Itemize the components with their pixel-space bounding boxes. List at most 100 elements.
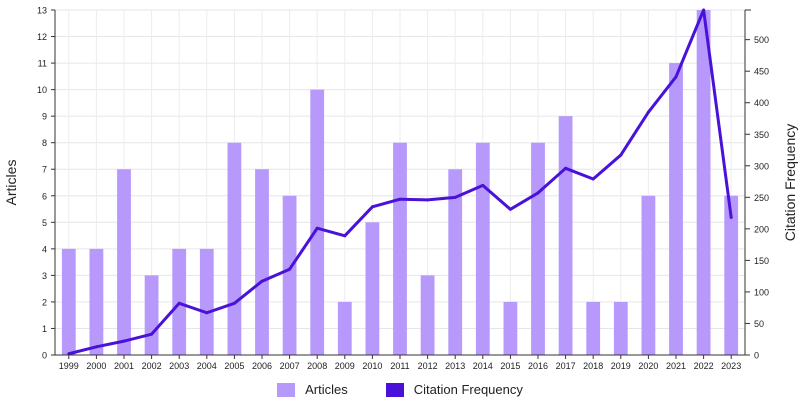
- point-citation-2020: [646, 110, 650, 114]
- point-citation-2016: [536, 191, 540, 195]
- x-tick-label: 2009: [335, 361, 355, 371]
- bar-articles-2019: [613, 301, 628, 355]
- y-tick-label: 9: [42, 112, 47, 122]
- x-tick-label: 2005: [224, 361, 244, 371]
- point-citation-2003: [177, 301, 181, 305]
- y2-tick-label: 450: [754, 67, 769, 77]
- x-tick-label: 2007: [280, 361, 300, 371]
- x-tick-label: 2019: [611, 361, 631, 371]
- y2-tick-label: 500: [754, 35, 769, 45]
- legend-label-articles: Articles: [305, 382, 348, 397]
- point-citation-2004: [205, 311, 209, 315]
- y-tick-label: 12: [37, 32, 47, 42]
- y-tick-label: 10: [37, 85, 47, 95]
- point-citation-2012: [426, 198, 430, 202]
- x-tick-label: 2002: [142, 361, 162, 371]
- y-axis-title: Articles: [3, 160, 19, 206]
- legend-swatch-articles: [277, 382, 296, 397]
- point-citation-2010: [370, 205, 374, 209]
- bar-articles-2014: [475, 142, 490, 355]
- x-tick-label: 2008: [307, 361, 327, 371]
- bar-articles-2002: [144, 275, 159, 355]
- bar-articles-2016: [531, 142, 545, 355]
- bar-articles-2005: [227, 142, 242, 355]
- point-citation-2018: [591, 177, 595, 181]
- chart-svg: 0123456789101112130501001502002503003504…: [3, 6, 798, 372]
- point-citation-2005: [232, 301, 236, 305]
- x-tick-label: 2011: [390, 361, 409, 371]
- bar-articles-2011: [393, 142, 407, 355]
- y2-tick-label: 200: [754, 224, 769, 234]
- x-tick-label: 2015: [500, 361, 520, 371]
- x-tick-label: 2020: [638, 361, 658, 371]
- bar-articles-2001: [117, 169, 131, 355]
- x-tick-label: 2000: [86, 361, 106, 371]
- legend-item-articles[interactable]: Articles: [277, 382, 348, 397]
- bar-articles-2020: [641, 195, 656, 355]
- bar-articles-2023: [724, 195, 739, 355]
- point-citation-2006: [260, 279, 264, 283]
- x-tick-label: 1999: [59, 361, 79, 371]
- y-tick-label: 1: [42, 324, 47, 334]
- point-citation-2009: [343, 234, 347, 238]
- y2-tick-label: 0: [754, 351, 759, 361]
- bar-articles-2004: [199, 248, 214, 355]
- y2-tick-label: 150: [754, 256, 769, 266]
- y-tick-label: 3: [42, 271, 47, 281]
- y-tick-label: 8: [42, 138, 47, 148]
- x-tick-label: 2006: [252, 361, 272, 371]
- point-citation-2013: [453, 195, 457, 199]
- point-citation-2007: [288, 267, 292, 271]
- bar-articles-2013: [448, 169, 463, 355]
- bar-articles-2009: [337, 301, 352, 355]
- bar-articles-2018: [586, 301, 601, 355]
- x-tick-label: 2021: [666, 361, 686, 371]
- y2-tick-label: 400: [754, 98, 769, 108]
- bar-articles-2007: [282, 195, 297, 355]
- y2-tick-label: 100: [754, 287, 769, 297]
- point-citation-2011: [398, 197, 402, 201]
- point-citation-2017: [564, 166, 568, 170]
- y-tick-label: 0: [42, 351, 47, 361]
- x-tick-label: 2003: [169, 361, 189, 371]
- bar-articles-2021: [669, 63, 683, 355]
- y2-tick-label: 250: [754, 193, 769, 203]
- bar-articles-1999: [61, 248, 76, 355]
- x-tick-label: 2023: [721, 361, 741, 371]
- y-tick-label: 4: [42, 244, 47, 254]
- x-tick-label: 2017: [556, 361, 576, 371]
- bar-articles-2015: [503, 301, 518, 355]
- point-citation-2008: [315, 226, 319, 230]
- legend: Articles Citation Frequency: [0, 382, 800, 397]
- bar-articles-2022: [696, 10, 711, 355]
- x-tick-label: 2012: [418, 361, 438, 371]
- x-tick-label: 2016: [528, 361, 548, 371]
- y-tick-label: 6: [42, 191, 47, 201]
- point-citation-2019: [619, 153, 623, 157]
- point-citation-1999: [67, 352, 71, 356]
- point-citation-2023: [729, 216, 733, 220]
- point-citation-2022: [702, 8, 706, 12]
- legend-item-citation-frequency[interactable]: Citation Frequency: [385, 382, 523, 397]
- x-tick-label: 2010: [362, 361, 382, 371]
- x-tick-label: 2001: [114, 361, 134, 371]
- bar-articles-2010: [365, 222, 380, 355]
- bar-articles-2012: [420, 275, 435, 355]
- bar-articles-2006: [255, 169, 269, 355]
- legend-label-citation: Citation Frequency: [413, 382, 523, 397]
- x-tick-label: 2014: [473, 361, 493, 371]
- y2-axis-title: Citation Frequency: [782, 124, 798, 242]
- point-citation-2015: [508, 207, 512, 211]
- y-tick-label: 5: [42, 218, 47, 228]
- bar-articles-2008: [310, 89, 325, 355]
- y-tick-label: 13: [37, 6, 47, 16]
- y2-tick-label: 300: [754, 161, 769, 171]
- x-tick-label: 2018: [583, 361, 603, 371]
- bar-articles-2017: [558, 116, 573, 356]
- point-citation-2000: [94, 345, 98, 349]
- x-tick-label: 2013: [445, 361, 465, 371]
- point-citation-2002: [150, 332, 154, 336]
- x-tick-label: 2022: [694, 361, 714, 371]
- legend-swatch-citation: [385, 382, 404, 397]
